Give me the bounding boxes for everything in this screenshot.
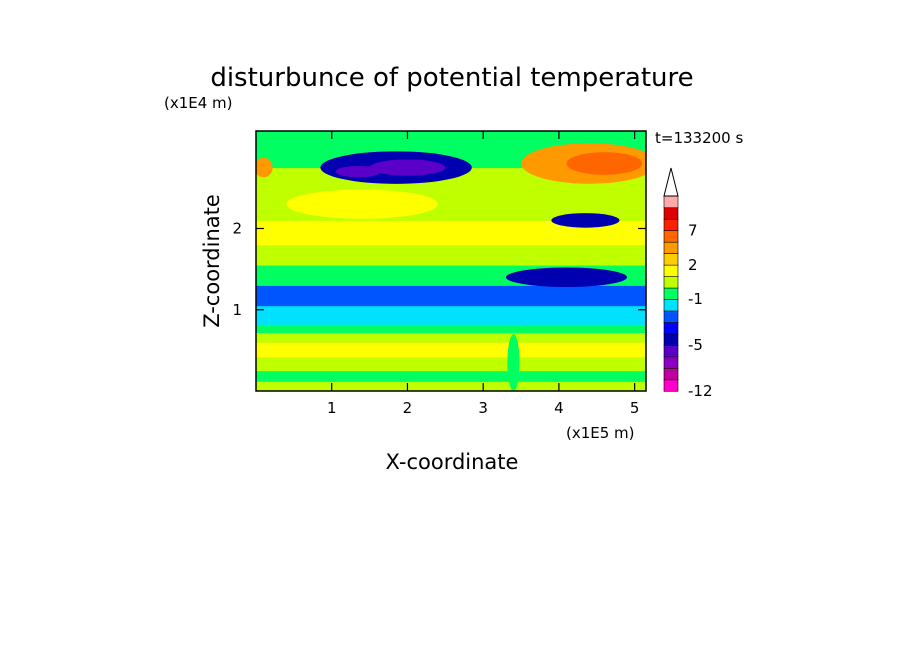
colorbar-segment	[663, 379, 679, 392]
y-tick-label: 1	[232, 301, 242, 319]
x-tick-label: 4	[554, 399, 564, 417]
heatmap-field	[256, 131, 646, 391]
heatmap-layer	[256, 332, 646, 343]
colorbar-segment	[663, 230, 679, 243]
colorbar-segment	[663, 207, 679, 220]
x-tick-label: 5	[630, 399, 640, 417]
colorbar-segment	[663, 344, 679, 358]
colorbar-segment	[663, 275, 679, 289]
heatmap-layer	[256, 381, 646, 391]
heatmap-layer	[256, 244, 646, 266]
colorbar-segment	[663, 287, 679, 300]
heatmap-layer	[256, 356, 646, 372]
heatmap-feature	[551, 213, 620, 228]
y-axis-unit: (x1E4 m)	[164, 94, 233, 112]
colorbar-segment	[663, 298, 679, 312]
x-tick-label: 2	[403, 399, 413, 417]
x-tick-label: 3	[478, 399, 488, 417]
colorbar-tick-label: -1	[688, 290, 703, 308]
colorbar-segment	[663, 333, 679, 346]
heatmap-layer	[256, 324, 646, 333]
heatmap-feature	[369, 159, 446, 176]
colorbar-segment	[663, 241, 679, 254]
heatmap-feature	[286, 189, 438, 219]
colorbar-segment	[663, 218, 679, 232]
colorbar-segment	[663, 195, 679, 209]
colorbar-segment	[663, 310, 679, 323]
plot-frame	[255, 130, 647, 392]
colorbar-tick-label: -5	[688, 336, 703, 354]
y-tick-label: 2	[232, 220, 242, 238]
x-axis-unit: (x1E5 m)	[566, 424, 635, 442]
colorbar-extend-arrow	[663, 167, 679, 197]
x-axis-label: X-coordinate	[386, 450, 519, 474]
chart-title: disturbunce of potential temperature	[210, 63, 693, 93]
heatmap-feature	[507, 334, 520, 391]
colorbar-tick-label: 2	[688, 256, 698, 274]
colorbar: -12-5-127	[663, 167, 713, 400]
heatmap-feature	[256, 157, 273, 178]
time-label: t=133200 s	[655, 129, 743, 147]
colorbar-segment	[663, 321, 679, 335]
colorbar-tick-label: -12	[688, 382, 713, 400]
colorbar-segment	[663, 253, 679, 266]
heatmap-feature	[566, 152, 643, 175]
heatmap-layer	[256, 305, 646, 325]
axis-ticks: 1 2 3 4 5 1 2	[232, 131, 646, 417]
colorbar-segment	[663, 367, 679, 381]
heatmap-feature	[335, 165, 381, 178]
colorbar-tick-label: 7	[688, 221, 698, 239]
colorbar-segment	[663, 356, 679, 369]
heatmap-feature	[505, 267, 628, 287]
x-tick-label: 1	[327, 399, 337, 417]
heatmap-layer	[256, 370, 646, 382]
y-axis-label: Z-coordinate	[200, 194, 224, 328]
colorbar-segment	[663, 264, 679, 277]
heatmap-layer	[256, 285, 646, 307]
heatmap-layer	[256, 342, 646, 358]
